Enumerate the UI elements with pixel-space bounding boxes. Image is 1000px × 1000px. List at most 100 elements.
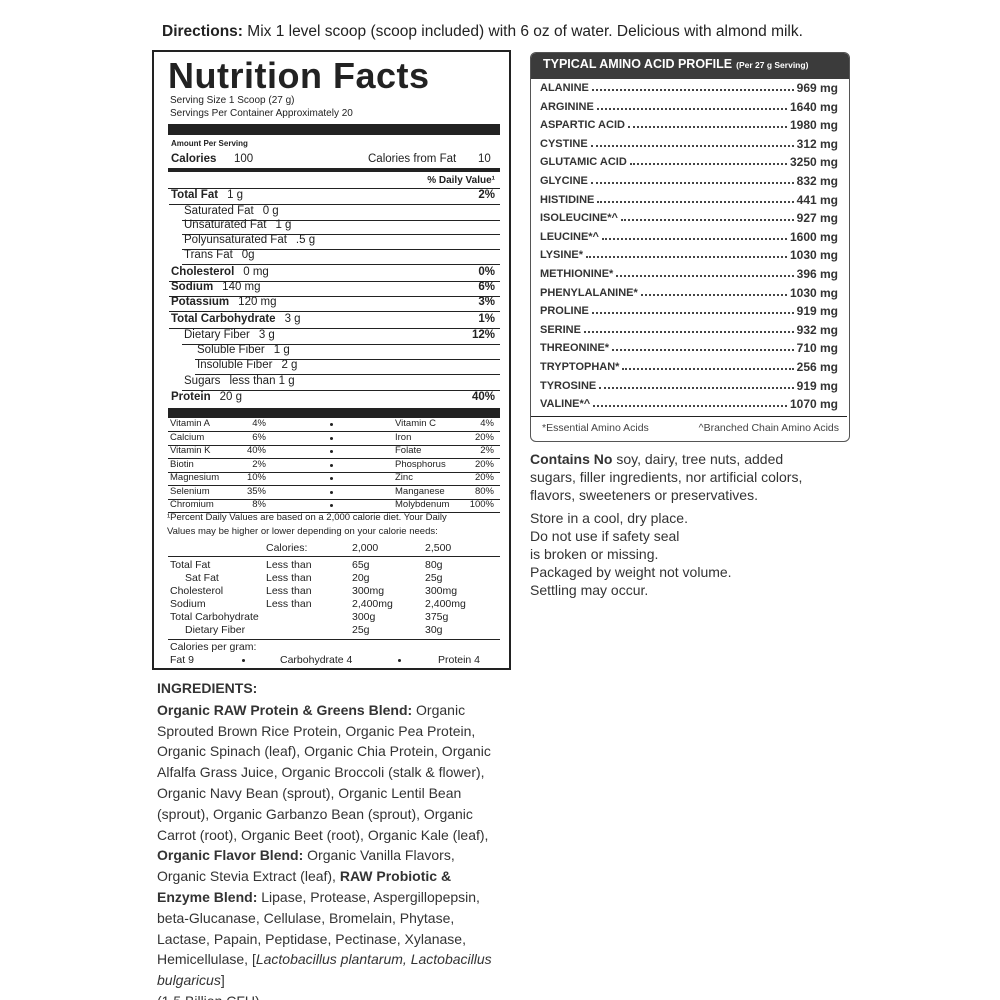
amino-name: ASPARTIC ACID [540, 119, 625, 132]
amino-amount: 1030 mg [789, 285, 838, 300]
amino-row: SERINE 932 mg [540, 324, 838, 336]
rule [182, 220, 500, 221]
rule [168, 124, 500, 135]
directions-text: Mix 1 level scoop (scoop included) with … [247, 23, 803, 40]
contains-no-label: Contains No [530, 451, 613, 467]
leader [583, 330, 794, 333]
amino-name: ALANINE [540, 82, 589, 94]
amino-amount: 1600 mg [789, 229, 838, 244]
nutrient-name: Sugars [184, 375, 221, 387]
nutrient-amount: 3 g [284, 313, 301, 325]
nutrient-name: Dietary Fiber [184, 329, 250, 341]
amino-row: VALINE*^ 1070 mg [540, 398, 838, 410]
dv-table-name: Sat Fat [185, 572, 219, 584]
dv-table-header: Calories: [266, 542, 308, 554]
vitamin-dv: 35% [246, 485, 266, 497]
dv-table-name: Total Fat [170, 559, 211, 571]
bullet [330, 477, 333, 480]
leader [616, 275, 794, 277]
nutrient-row: Trans Fat 0g [184, 249, 255, 262]
bullet [330, 490, 333, 494]
vitamin-name: Selenium [170, 485, 210, 497]
blend-name: Organic Flavor Blend: [157, 847, 304, 864]
nutrient-dv: 40% [471, 391, 495, 403]
amino-row: ISOLEUCINE*^ 927 mg [540, 212, 838, 224]
amino-name: METHIONINE* [540, 268, 614, 280]
amino-name: THREONINE* [540, 342, 610, 355]
vitamin-dv: 40% [246, 445, 266, 456]
rule [169, 328, 500, 329]
nutrient-row: Unsaturated Fat 1 g [184, 219, 291, 232]
leader [596, 107, 787, 110]
nutrient-name: Potassium [171, 296, 230, 308]
amino-amount: 441 mg [796, 192, 838, 207]
dv-table-cell: 300g [352, 611, 376, 623]
nutrient-name: Total Fat [171, 189, 219, 201]
rule [169, 311, 500, 312]
nutrient-row: Sodium 140 mg [171, 281, 261, 294]
vitamin-name: Vitamin K [170, 445, 211, 456]
blend-text: Lipase, Protease, Aspergillopepsin, beta… [157, 888, 480, 968]
dv-table-cell: 80g [425, 559, 443, 571]
vitamin-dv: 2% [480, 445, 494, 456]
vitamin-name: Chromium [170, 499, 214, 510]
rule [169, 204, 500, 205]
amino-row: TYROSINE 919 mg [540, 380, 838, 392]
blend-name: Organic RAW Protein & Greens Blend: [157, 701, 413, 718]
leader [627, 126, 787, 129]
nutrient-amount: 0 g [262, 205, 279, 217]
dv-table-cell: 2,400mg [352, 598, 393, 610]
storage-line: Do not use if safety seal [530, 528, 680, 544]
amino-row: ALANINE 969 mg [540, 82, 838, 94]
amino-row: LYSINE* 1030 mg [540, 249, 838, 261]
rule [169, 296, 500, 297]
rule [168, 639, 500, 640]
nutrient-dv: 12% [471, 329, 495, 341]
nutrient-dv: 6% [478, 281, 495, 293]
amino-name: LYSINE* [540, 249, 584, 262]
bullet [330, 423, 333, 426]
serving-size: Serving Size 1 Scoop (27 g) [170, 95, 295, 106]
amino-subtitle: (Per 27 g Serving) [736, 60, 809, 70]
amino-title: TYPICAL AMINO ACID PROFILE (Per 27 g Serv… [543, 58, 808, 71]
leader [593, 405, 787, 408]
leader [597, 200, 794, 203]
calories-per-gram-item: Fat 9 [170, 654, 194, 666]
ingredients-heading: INGREDIENTS: [157, 680, 258, 696]
amino-amount: 710 mg [796, 341, 838, 356]
nutrient-name: Unsaturated Fat [184, 219, 267, 231]
vitamin-name: Vitamin C [395, 418, 437, 429]
bullet [330, 504, 333, 507]
rule [182, 249, 500, 250]
nutrient-name: Trans Fat [184, 249, 233, 261]
amino-amount: 312 mg [796, 136, 838, 151]
rule [168, 556, 500, 557]
amino-row: PROLINE 919 mg [540, 305, 838, 317]
dv-table-cell: Less than [266, 559, 312, 571]
nutrient-row: Cholesterol 0 mg [171, 266, 269, 279]
leader [590, 144, 794, 147]
leader [586, 256, 787, 259]
nutrient-amount: 20 g [219, 391, 243, 403]
nutrient-amount: .5 g [295, 234, 316, 246]
vitamin-dv: 20% [474, 472, 494, 483]
leader [622, 368, 794, 370]
vitamin-dv: 100% [469, 499, 494, 510]
leader [590, 182, 794, 184]
amino-name: ISOLEUCINE*^ [540, 212, 618, 225]
amino-amount: 256 mg [796, 360, 838, 374]
vitamin-name: Iron [395, 431, 412, 443]
amino-amount: 932 mg [796, 322, 838, 337]
calories-fat-value: 10 [478, 153, 491, 165]
amino-amount: 1640 mg [789, 99, 838, 114]
vitamin-name: Manganese [395, 485, 445, 497]
ingredients: INGREDIENTS: Organic RAW Protein & Greens… [157, 678, 507, 1000]
nutrient-amount: 0 mg [243, 266, 269, 278]
amino-amount: 3250 mg [789, 155, 838, 170]
vitamin-dv: 80% [474, 485, 494, 497]
dv-header: % Daily Value¹ [427, 175, 495, 186]
rule [168, 168, 500, 172]
bullet [398, 659, 401, 662]
amino-amount: 396 mg [796, 267, 838, 281]
